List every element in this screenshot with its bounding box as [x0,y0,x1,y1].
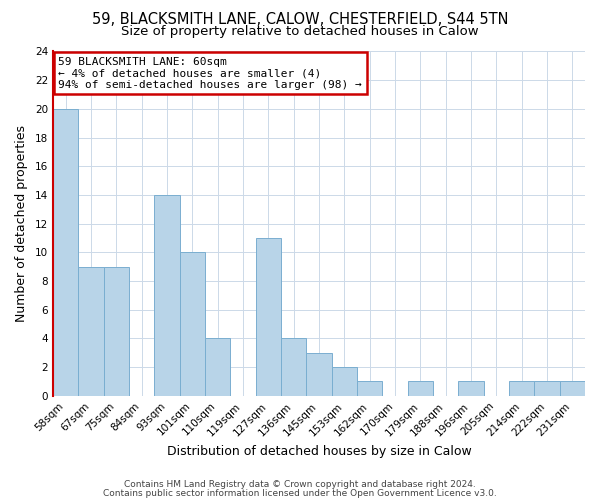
Bar [180,252,205,396]
Text: Size of property relative to detached houses in Calow: Size of property relative to detached ho… [121,25,479,38]
Bar [332,367,357,396]
Bar [79,266,104,396]
Bar [560,382,585,396]
X-axis label: Distribution of detached houses by size in Calow: Distribution of detached houses by size … [167,444,472,458]
Bar [509,382,535,396]
Bar [281,338,307,396]
Text: Contains HM Land Registry data © Crown copyright and database right 2024.: Contains HM Land Registry data © Crown c… [124,480,476,489]
Text: 59, BLACKSMITH LANE, CALOW, CHESTERFIELD, S44 5TN: 59, BLACKSMITH LANE, CALOW, CHESTERFIELD… [92,12,508,28]
Bar [307,353,332,396]
Bar [407,382,433,396]
Text: 59 BLACKSMITH LANE: 60sqm
← 4% of detached houses are smaller (4)
94% of semi-de: 59 BLACKSMITH LANE: 60sqm ← 4% of detach… [58,56,362,90]
Text: Contains public sector information licensed under the Open Government Licence v3: Contains public sector information licen… [103,489,497,498]
Y-axis label: Number of detached properties: Number of detached properties [15,125,28,322]
Bar [154,195,180,396]
Bar [256,238,281,396]
Bar [458,382,484,396]
Bar [53,109,79,396]
Bar [205,338,230,396]
Bar [535,382,560,396]
Bar [104,266,129,396]
Bar [357,382,382,396]
